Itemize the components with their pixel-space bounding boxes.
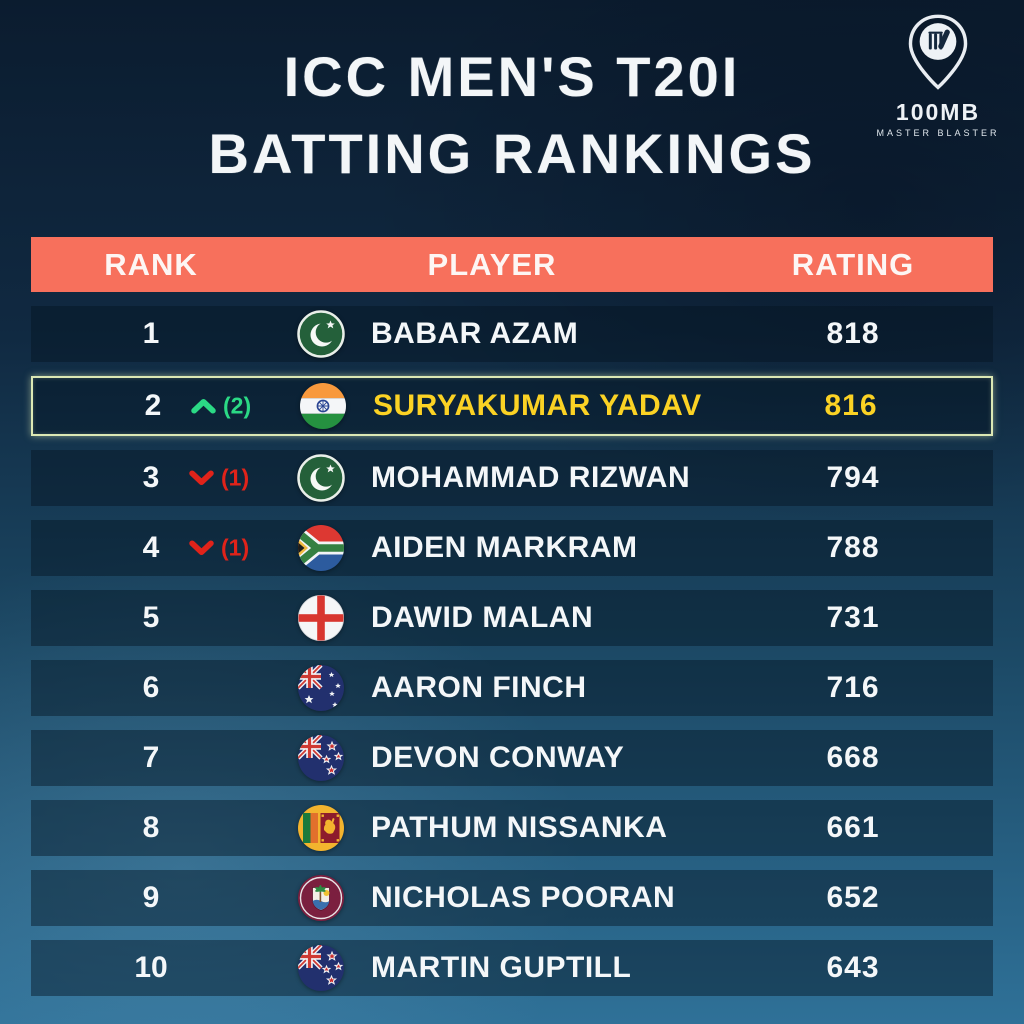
rank-cell: 5	[31, 601, 271, 635]
column-header-rank: RANK	[104, 246, 198, 282]
rank-number: 5	[142, 601, 160, 634]
chevron-icon	[189, 470, 214, 486]
player-rating: 652	[826, 881, 880, 914]
player-rating: 818	[826, 317, 880, 350]
brand-name: 100MB	[895, 99, 981, 125]
flag-cell	[271, 594, 371, 642]
brand-tagline: MASTER BLASTER	[876, 128, 1000, 138]
table-row: 4 (1) AIDEN MARKRAM 788	[31, 520, 993, 576]
flag-west-indies-icon	[298, 875, 344, 921]
rank-movement-places: (1)	[221, 464, 250, 491]
flag-cell	[273, 382, 373, 430]
rank-movement-indicator: (1)	[189, 535, 249, 562]
player-rating: 816	[824, 389, 878, 422]
rank-number: 4	[142, 531, 160, 564]
table-row: 2 (2) SURYAKUMAR YADAV 816	[31, 376, 993, 436]
rank-cell: 6	[31, 671, 271, 705]
table-row: 9 NICHOLAS POORAN 652	[31, 870, 993, 926]
table-row: 10 MARTIN GUPTILL 643	[31, 940, 993, 996]
page-title: ICC MEN'S T20I BATTING RANKINGS	[208, 45, 816, 186]
rank-cell: 2 (2)	[33, 389, 273, 423]
player-name: MOHAMMAD RIZWAN	[371, 461, 691, 494]
player-name: BABAR AZAM	[371, 317, 579, 350]
player-rating: 794	[826, 461, 880, 494]
flag-australia-icon	[298, 665, 344, 711]
rank-cell: 3 (1)	[31, 461, 271, 495]
chevron-icon	[191, 398, 216, 414]
rank-number: 1	[142, 317, 160, 350]
table-row: 6 AARON FINCH 716	[31, 660, 993, 716]
flag-england-icon	[297, 594, 345, 642]
player-name: DEVON CONWAY	[371, 741, 625, 774]
player-rating: 716	[826, 671, 880, 704]
player-rating: 668	[826, 741, 880, 774]
flag-india-icon	[300, 383, 346, 429]
table-body: 1 BABAR AZAM 818 2 (2) SURYAKUMAR YADAV …	[31, 306, 993, 996]
flag-new-zealand-icon	[298, 945, 344, 991]
flag-new-zealand-icon	[298, 735, 344, 781]
column-header-rating: RATING	[791, 246, 915, 282]
flag-pakistan-icon	[297, 454, 345, 502]
rankings-table: RANK PLAYER RATING 1 BABAR AZAM 818 2 (2…	[31, 237, 993, 996]
rank-number: 8	[142, 811, 160, 844]
player-rating: 661	[826, 811, 880, 844]
flag-cell	[271, 944, 371, 992]
player-name: DAWID MALAN	[371, 601, 594, 634]
rank-cell: 7	[31, 741, 271, 775]
player-rating: 731	[826, 601, 880, 634]
flag-cell	[271, 524, 371, 572]
flag-cell	[271, 310, 371, 358]
player-name: PATHUM NISSANKA	[371, 811, 668, 844]
rank-number: 3	[142, 461, 160, 494]
rank-movement-places: (1)	[221, 534, 250, 561]
player-rating: 788	[826, 531, 880, 564]
table-row: 3 (1) MOHAMMAD RIZWAN 794	[31, 450, 993, 506]
flag-cell	[271, 804, 371, 852]
flag-cell	[271, 454, 371, 502]
flag-cell	[271, 874, 371, 922]
table-row: 5 DAWID MALAN 731	[31, 590, 993, 646]
brand-logo: 100MB MASTER BLASTER	[870, 14, 1006, 138]
rank-cell: 8	[31, 811, 271, 845]
rank-number: 10	[134, 951, 168, 984]
rank-cell: 4 (1)	[31, 531, 271, 565]
player-rating: 643	[826, 951, 880, 984]
column-header-player: PLAYER	[427, 246, 557, 282]
rank-movement-indicator: (1)	[189, 465, 249, 492]
rank-number: 9	[142, 881, 160, 914]
rank-cell: 1	[31, 317, 271, 351]
rank-movement-places: (2)	[223, 392, 252, 419]
player-name: NICHOLAS POORAN	[371, 881, 676, 914]
flag-pakistan-icon	[297, 310, 345, 358]
player-name: SURYAKUMAR YADAV	[373, 389, 702, 422]
flag-cell	[271, 664, 371, 712]
player-name: AARON FINCH	[371, 671, 587, 704]
player-name: MARTIN GUPTILL	[371, 951, 632, 984]
rank-number: 2	[144, 389, 162, 422]
table-row: 1 BABAR AZAM 818	[31, 306, 993, 362]
rank-cell: 9	[31, 881, 271, 915]
rank-number: 7	[142, 741, 160, 774]
flag-sri-lanka-icon	[298, 805, 344, 851]
player-name: AIDEN MARKRAM	[371, 531, 638, 564]
chevron-icon	[189, 540, 214, 556]
cricket-pin-icon	[903, 14, 973, 97]
table-row: 7 DEVON CONWAY 668	[31, 730, 993, 786]
table-header: RANK PLAYER RATING	[31, 237, 993, 292]
rank-number: 6	[142, 671, 160, 704]
rank-cell: 10	[31, 951, 271, 985]
flag-south-africa-icon	[298, 525, 344, 571]
flag-cell	[271, 734, 371, 782]
rank-movement-indicator: (2)	[191, 393, 251, 420]
table-row: 8 PATHUM NISSANKA 661	[31, 800, 993, 856]
